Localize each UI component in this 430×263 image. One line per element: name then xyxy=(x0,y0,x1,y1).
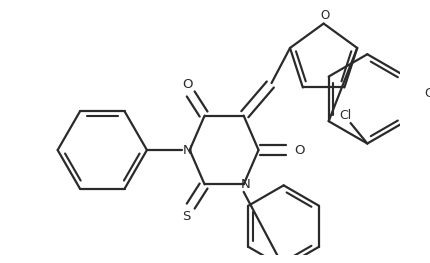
Text: O: O xyxy=(294,144,305,156)
Text: Cl: Cl xyxy=(339,109,351,122)
Text: O: O xyxy=(183,78,193,92)
Text: S: S xyxy=(182,210,190,224)
Text: N: N xyxy=(183,144,193,156)
Text: O: O xyxy=(321,9,330,22)
Text: Cl: Cl xyxy=(424,87,430,100)
Text: N: N xyxy=(241,178,250,191)
